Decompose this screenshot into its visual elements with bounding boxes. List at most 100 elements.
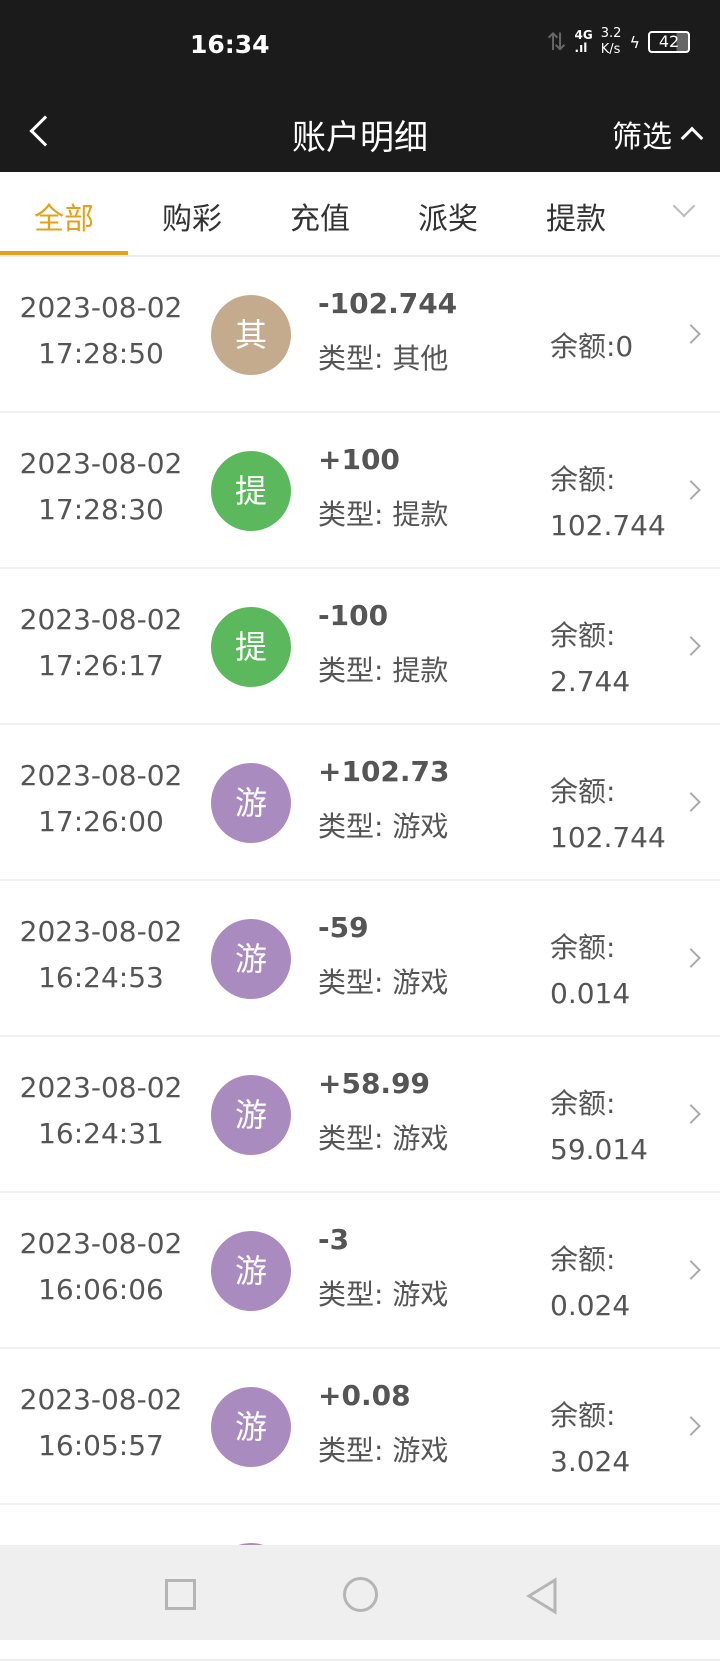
balance-label: 余额:: [550, 463, 616, 496]
chevron-right-icon: [681, 480, 701, 500]
tab-2[interactable]: 充值: [290, 202, 350, 237]
tab-bar: 全部 购彩 充值 派奖 提款: [0, 172, 720, 257]
type-label: 类型: 游戏: [318, 1278, 449, 1311]
page-title: 账户明细: [292, 118, 428, 158]
balance-value: 102.744: [550, 509, 666, 542]
type-badge: 游: [211, 763, 291, 843]
time: 17:28:50: [38, 337, 164, 370]
amount: +100: [318, 443, 400, 476]
time: 17:26:00: [38, 805, 164, 838]
filter-label: 筛选: [612, 120, 672, 155]
type-label: 类型: 游戏: [318, 810, 449, 843]
chevron-right-icon: [681, 948, 701, 968]
chevron-right-icon: [681, 1104, 701, 1124]
filter-button[interactable]: 筛选: [612, 112, 704, 156]
time: 16:24:53: [38, 961, 164, 994]
tab-4[interactable]: 提款: [546, 202, 606, 237]
list-item[interactable]: 2023-08-02 16:24:31 游 +58.99 类型: 游戏 余额: 59…: [0, 1037, 720, 1193]
type-label: 类型: 提款: [318, 654, 449, 687]
list-item[interactable]: 2023-08-02 17:26:00 游 +102.73 类型: 游戏 余额: 1…: [0, 725, 720, 881]
balance-value: 0.014: [550, 977, 631, 1010]
tab-0[interactable]: 全部: [0, 172, 128, 255]
list-item[interactable]: 2023-08-02 17:26:17 提 -100 类型: 提款 余额: 2.74…: [0, 569, 720, 725]
status-bar: 16:34 ⇅ 4G .ıl 3.2 K/s ϟ 42: [0, 0, 720, 90]
amount: -3: [318, 1223, 350, 1256]
chevron-right-icon: [681, 1260, 701, 1280]
balance-label: 余额:: [550, 775, 616, 808]
type-badge: 游: [211, 1387, 291, 1467]
timestamp: 2023-08-02 17:28:30: [18, 441, 184, 533]
recents-button[interactable]: [165, 1579, 196, 1610]
data-transfer-icon: ⇅: [546, 28, 567, 56]
back-nav-button[interactable]: [525, 1577, 559, 1615]
home-button[interactable]: [343, 1577, 378, 1612]
type-badge: 游: [211, 1075, 291, 1155]
balance: 余额: 59.014: [550, 1081, 680, 1173]
balance-value: 0.024: [550, 1289, 631, 1322]
balance-label: 余额:: [550, 1087, 616, 1120]
speed-unit: K/s: [600, 42, 621, 57]
balance: 余额: 3.024: [550, 1393, 680, 1485]
date: 2023-08-02: [19, 603, 183, 636]
date: 2023-08-02: [19, 915, 183, 948]
type-badge: 游: [211, 1231, 291, 1311]
balance: 余额: 102.744: [550, 457, 680, 549]
type-badge: 其: [211, 295, 291, 375]
list-item[interactable]: 2023-08-02 16:06:06 游 -3 类型: 游戏 余额: 0.024: [0, 1193, 720, 1349]
date: 2023-08-02: [19, 291, 183, 324]
system-nav-bar: [0, 1545, 720, 1640]
amount: +58.99: [318, 1067, 431, 1100]
chevron-up-icon: [680, 126, 704, 150]
timestamp: 2023-08-02 17:28:50: [18, 285, 184, 377]
clock: 16:34: [190, 30, 270, 59]
date: 2023-08-02: [19, 1383, 183, 1416]
balance: 余额: 0.024: [550, 1237, 680, 1329]
tab-3[interactable]: 派奖: [418, 202, 478, 237]
chevron-right-icon: [681, 792, 701, 812]
balance-value: 3.024: [550, 1445, 631, 1478]
amount: +0.08: [318, 1379, 411, 1412]
app-header: 账户明细 筛选: [0, 90, 720, 172]
date: 2023-08-02: [19, 759, 183, 792]
list-item[interactable]: 2023-08-02 17:28:50 其 -102.744 类型: 其他 余额:…: [0, 257, 720, 413]
timestamp: 2023-08-02 17:26:17: [18, 597, 184, 689]
timestamp: 2023-08-02 16:24:53: [18, 909, 184, 1001]
balance: 余额:0: [550, 324, 680, 370]
chevron-down-icon[interactable]: [672, 194, 696, 218]
time: 16:06:06: [38, 1273, 164, 1306]
date: 2023-08-02: [19, 447, 183, 480]
amount: -59: [318, 911, 369, 944]
time: 17:28:30: [38, 493, 164, 526]
time: 16:24:31: [38, 1117, 164, 1150]
net-speed: 3.2 K/s: [601, 26, 622, 58]
chevron-right-icon: [681, 1416, 701, 1436]
type-label: 类型: 提款: [318, 498, 449, 531]
date: 2023-08-02: [19, 1071, 183, 1104]
balance-label: 余额:0: [550, 330, 634, 363]
balance-label: 余额:: [550, 1399, 616, 1432]
balance-label: 余额:: [550, 931, 616, 964]
transaction-list: 2023-08-02 17:28:50 其 -102.744 类型: 其他 余额:…: [0, 257, 720, 1661]
chevron-right-icon: [681, 324, 701, 344]
tab-1[interactable]: 购彩: [162, 202, 222, 237]
list-item[interactable]: 2023-08-02 16:24:53 游 -59 类型: 游戏 余额: 0.014: [0, 881, 720, 1037]
network-type: 4G: [574, 28, 593, 42]
type-label: 类型: 游戏: [318, 1122, 449, 1155]
amount: -100: [318, 599, 389, 632]
date: 2023-08-02: [19, 1227, 183, 1260]
type-badge: 提: [211, 607, 291, 687]
type-label: 类型: 其他: [318, 342, 449, 375]
balance: 余额: 2.744: [550, 613, 680, 705]
list-item[interactable]: 2023-08-02 17:28:30 提 +100 类型: 提款 余额: 102.…: [0, 413, 720, 569]
timestamp: 2023-08-02 16:24:31: [18, 1065, 184, 1157]
balance: 余额: 102.744: [550, 769, 680, 861]
type-label: 类型: 游戏: [318, 1434, 449, 1467]
battery-icon: 42: [648, 31, 690, 53]
charging-icon: ϟ: [629, 32, 640, 52]
balance-label: 余额:: [550, 619, 616, 652]
time: 16:05:57: [38, 1429, 164, 1462]
balance-value: 102.744: [550, 821, 666, 854]
list-item[interactable]: 2023-08-02 16:05:57 游 +0.08 类型: 游戏 余额: 3.0…: [0, 1349, 720, 1505]
signal-icon: 4G .ıl: [574, 28, 593, 55]
timestamp: 2023-08-02 16:05:57: [18, 1377, 184, 1469]
